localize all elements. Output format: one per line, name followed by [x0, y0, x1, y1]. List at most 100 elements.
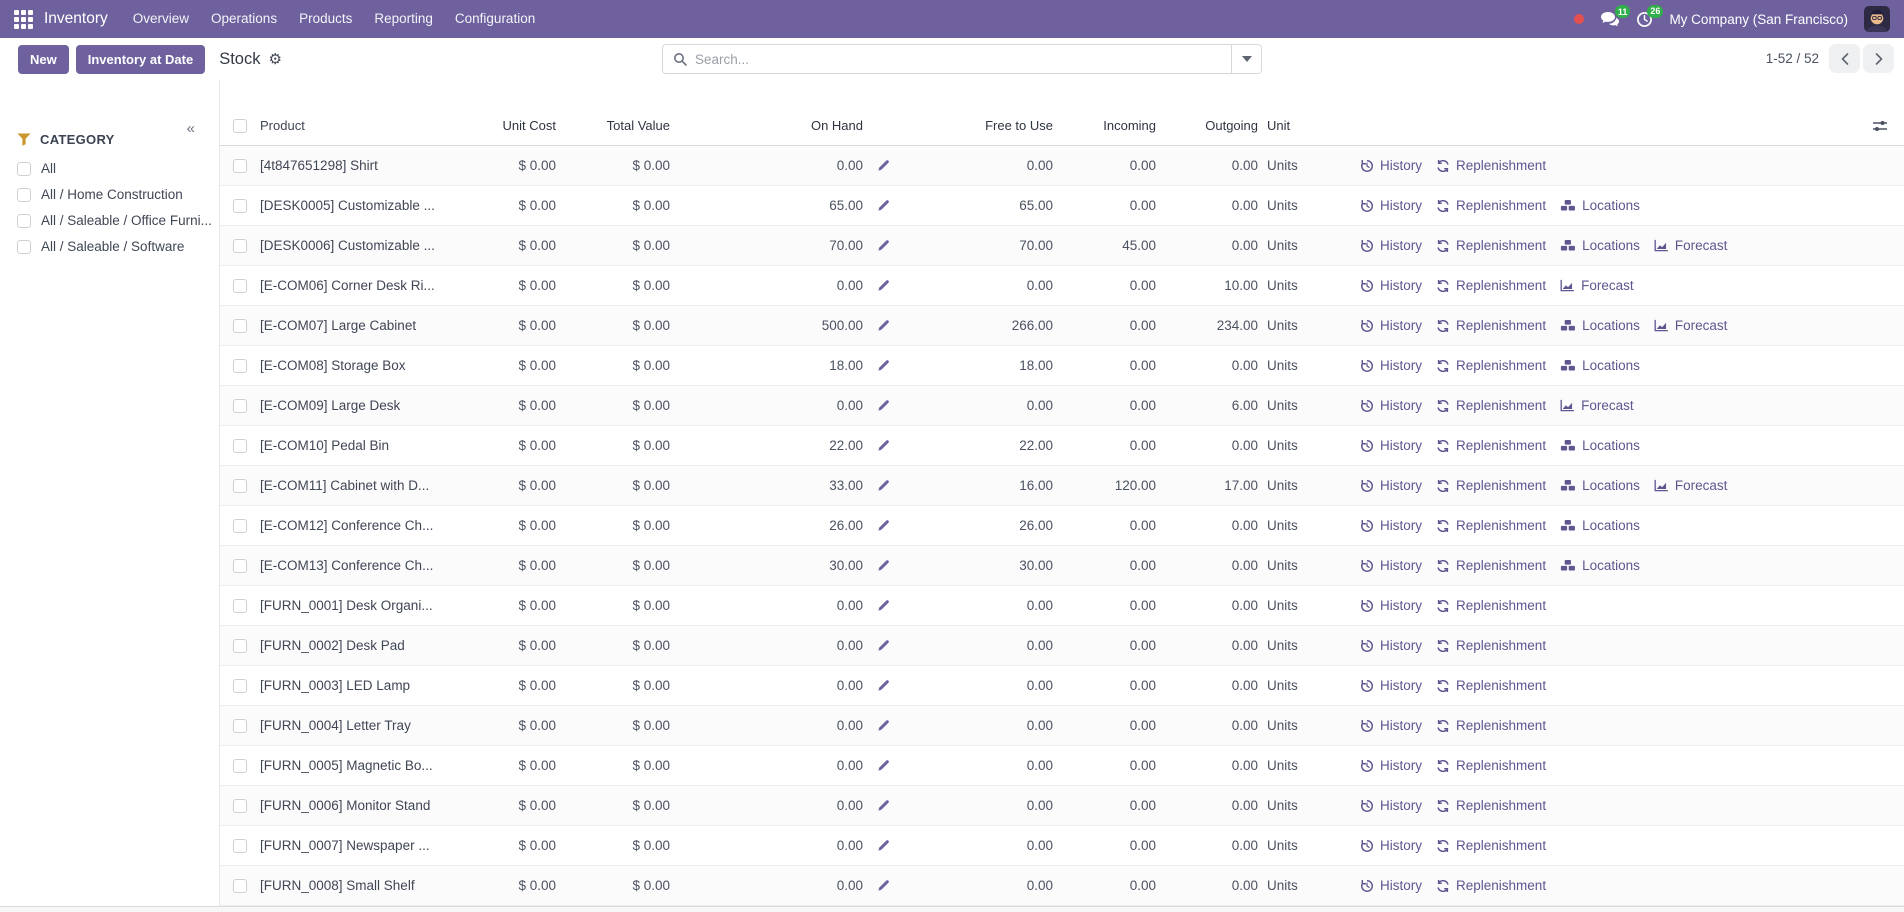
row-checkbox[interactable] [233, 838, 247, 853]
product-name[interactable]: [E-COM11] Cabinet with D... [260, 478, 430, 493]
row-checkbox[interactable] [233, 318, 247, 333]
header-free-to-use[interactable]: Free to Use [985, 118, 1053, 133]
row-checkbox[interactable] [233, 518, 247, 533]
edit-on-hand-icon[interactable] [877, 559, 890, 572]
row-checkbox[interactable] [233, 758, 247, 773]
row-checkbox[interactable] [233, 478, 247, 493]
row-checkbox[interactable] [233, 558, 247, 573]
row-checkbox[interactable] [233, 798, 247, 813]
select-all-checkbox[interactable] [233, 118, 247, 133]
row-checkbox[interactable] [233, 398, 247, 413]
product-name[interactable]: [FURN_0004] Letter Tray [260, 718, 411, 733]
row-checkbox[interactable] [233, 438, 247, 453]
edit-on-hand-icon[interactable] [877, 479, 890, 492]
category-checkbox[interactable] [17, 213, 31, 228]
messages-button[interactable]: 11 [1600, 5, 1631, 27]
replenishment-button[interactable]: Replenishment [1436, 878, 1546, 893]
table-row[interactable]: [4t847651298] Shirt $ 0.00 $ 0.00 0.00 0… [220, 146, 1904, 186]
locations-button[interactable]: Locations [1560, 318, 1640, 333]
pager-previous-button[interactable] [1829, 44, 1860, 73]
history-button[interactable]: History [1360, 758, 1422, 773]
replenishment-button[interactable]: Replenishment [1436, 798, 1546, 813]
edit-on-hand-icon[interactable] [877, 639, 890, 652]
history-button[interactable]: History [1360, 878, 1422, 893]
header-unit[interactable]: Unit [1267, 118, 1291, 133]
optional-columns-button[interactable] [1868, 117, 1890, 135]
product-name[interactable]: [FURN_0001] Desk Organi... [260, 598, 433, 613]
replenishment-button[interactable]: Replenishment [1436, 478, 1546, 493]
replenishment-button[interactable]: Replenishment [1436, 158, 1546, 173]
menu-reporting[interactable]: Reporting [374, 11, 433, 26]
forecast-button[interactable]: Forecast [1560, 278, 1634, 293]
locations-button[interactable]: Locations [1560, 438, 1640, 453]
view-settings-gear-icon[interactable]: ⚙ [268, 50, 282, 68]
replenishment-button[interactable]: Replenishment [1436, 318, 1546, 333]
table-row[interactable]: [E-COM08] Storage Box $ 0.00 $ 0.00 18.0… [220, 346, 1904, 386]
table-row[interactable]: [E-COM06] Corner Desk Ri... $ 0.00 $ 0.0… [220, 266, 1904, 306]
replenishment-button[interactable]: Replenishment [1436, 518, 1546, 533]
header-incoming[interactable]: Incoming [1103, 118, 1156, 133]
history-button[interactable]: History [1360, 478, 1422, 493]
row-checkbox[interactable] [233, 678, 247, 693]
edit-on-hand-icon[interactable] [877, 399, 890, 412]
history-button[interactable]: History [1360, 398, 1422, 413]
edit-on-hand-icon[interactable] [877, 159, 890, 172]
history-button[interactable]: History [1360, 718, 1422, 733]
replenishment-button[interactable]: Replenishment [1436, 598, 1546, 613]
edit-on-hand-icon[interactable] [877, 719, 890, 732]
menu-products[interactable]: Products [299, 11, 353, 26]
category-checkbox[interactable] [17, 239, 31, 254]
history-button[interactable]: History [1360, 358, 1422, 373]
forecast-button[interactable]: Forecast [1560, 398, 1634, 413]
product-name[interactable]: [DESK0005] Customizable ... [260, 198, 435, 213]
product-name[interactable]: [FURN_0008] Small Shelf [260, 878, 415, 893]
new-button[interactable]: New [18, 44, 69, 74]
product-name[interactable]: [4t847651298] Shirt [260, 158, 378, 173]
product-name[interactable]: [E-COM10] Pedal Bin [260, 438, 390, 453]
row-checkbox[interactable] [233, 238, 247, 253]
history-button[interactable]: History [1360, 278, 1422, 293]
product-name[interactable]: [FURN_0006] Monitor Stand [260, 798, 431, 813]
company-switcher[interactable]: My Company (San Francisco) [1669, 11, 1848, 27]
history-button[interactable]: History [1360, 598, 1422, 613]
table-row[interactable]: [E-COM09] Large Desk $ 0.00 $ 0.00 0.00 … [220, 386, 1904, 426]
row-checkbox[interactable] [233, 278, 247, 293]
inventory-at-date-button[interactable]: Inventory at Date [75, 44, 206, 74]
row-checkbox[interactable] [233, 158, 247, 173]
product-name[interactable]: [E-COM06] Corner Desk Ri... [260, 278, 435, 293]
edit-on-hand-icon[interactable] [877, 599, 890, 612]
product-name[interactable]: [FURN_0003] LED Lamp [260, 678, 411, 693]
locations-button[interactable]: Locations [1560, 198, 1640, 213]
row-checkbox[interactable] [233, 598, 247, 613]
history-button[interactable]: History [1360, 638, 1422, 653]
app-name[interactable]: Inventory [44, 10, 108, 27]
product-name[interactable]: [E-COM09] Large Desk [260, 398, 401, 413]
locations-button[interactable]: Locations [1560, 238, 1640, 253]
table-row[interactable]: [E-COM07] Large Cabinet $ 0.00 $ 0.00 50… [220, 306, 1904, 346]
history-button[interactable]: History [1360, 678, 1422, 693]
edit-on-hand-icon[interactable] [877, 279, 890, 292]
search-filters-toggle[interactable] [1231, 45, 1261, 73]
replenishment-button[interactable]: Replenishment [1436, 198, 1546, 213]
locations-button[interactable]: Locations [1560, 478, 1640, 493]
table-row[interactable]: [FURN_0001] Desk Organi... $ 0.00 $ 0.00… [220, 586, 1904, 626]
forecast-button[interactable]: Forecast [1654, 318, 1727, 333]
product-name[interactable]: [FURN_0007] Newspaper ... [260, 838, 430, 853]
user-avatar[interactable] [1864, 6, 1890, 32]
category-filter-software[interactable]: All / Saleable / Software [17, 239, 219, 254]
row-checkbox[interactable] [233, 358, 247, 373]
product-name[interactable]: [E-COM12] Conference Ch... [260, 518, 434, 533]
replenishment-button[interactable]: Replenishment [1436, 278, 1546, 293]
forecast-button[interactable]: Forecast [1654, 238, 1727, 253]
table-row[interactable]: [E-COM12] Conference Ch... $ 0.00 $ 0.00… [220, 506, 1904, 546]
history-button[interactable]: History [1360, 318, 1422, 333]
replenishment-button[interactable]: Replenishment [1436, 758, 1546, 773]
row-checkbox[interactable] [233, 638, 247, 653]
replenishment-button[interactable]: Replenishment [1436, 838, 1546, 853]
row-checkbox[interactable] [233, 198, 247, 213]
locations-button[interactable]: Locations [1560, 358, 1640, 373]
menu-overview[interactable]: Overview [132, 11, 190, 26]
menu-operations[interactable]: Operations [211, 11, 278, 26]
table-row[interactable]: [E-COM11] Cabinet with D... $ 0.00 $ 0.0… [220, 466, 1904, 506]
replenishment-button[interactable]: Replenishment [1436, 238, 1546, 253]
